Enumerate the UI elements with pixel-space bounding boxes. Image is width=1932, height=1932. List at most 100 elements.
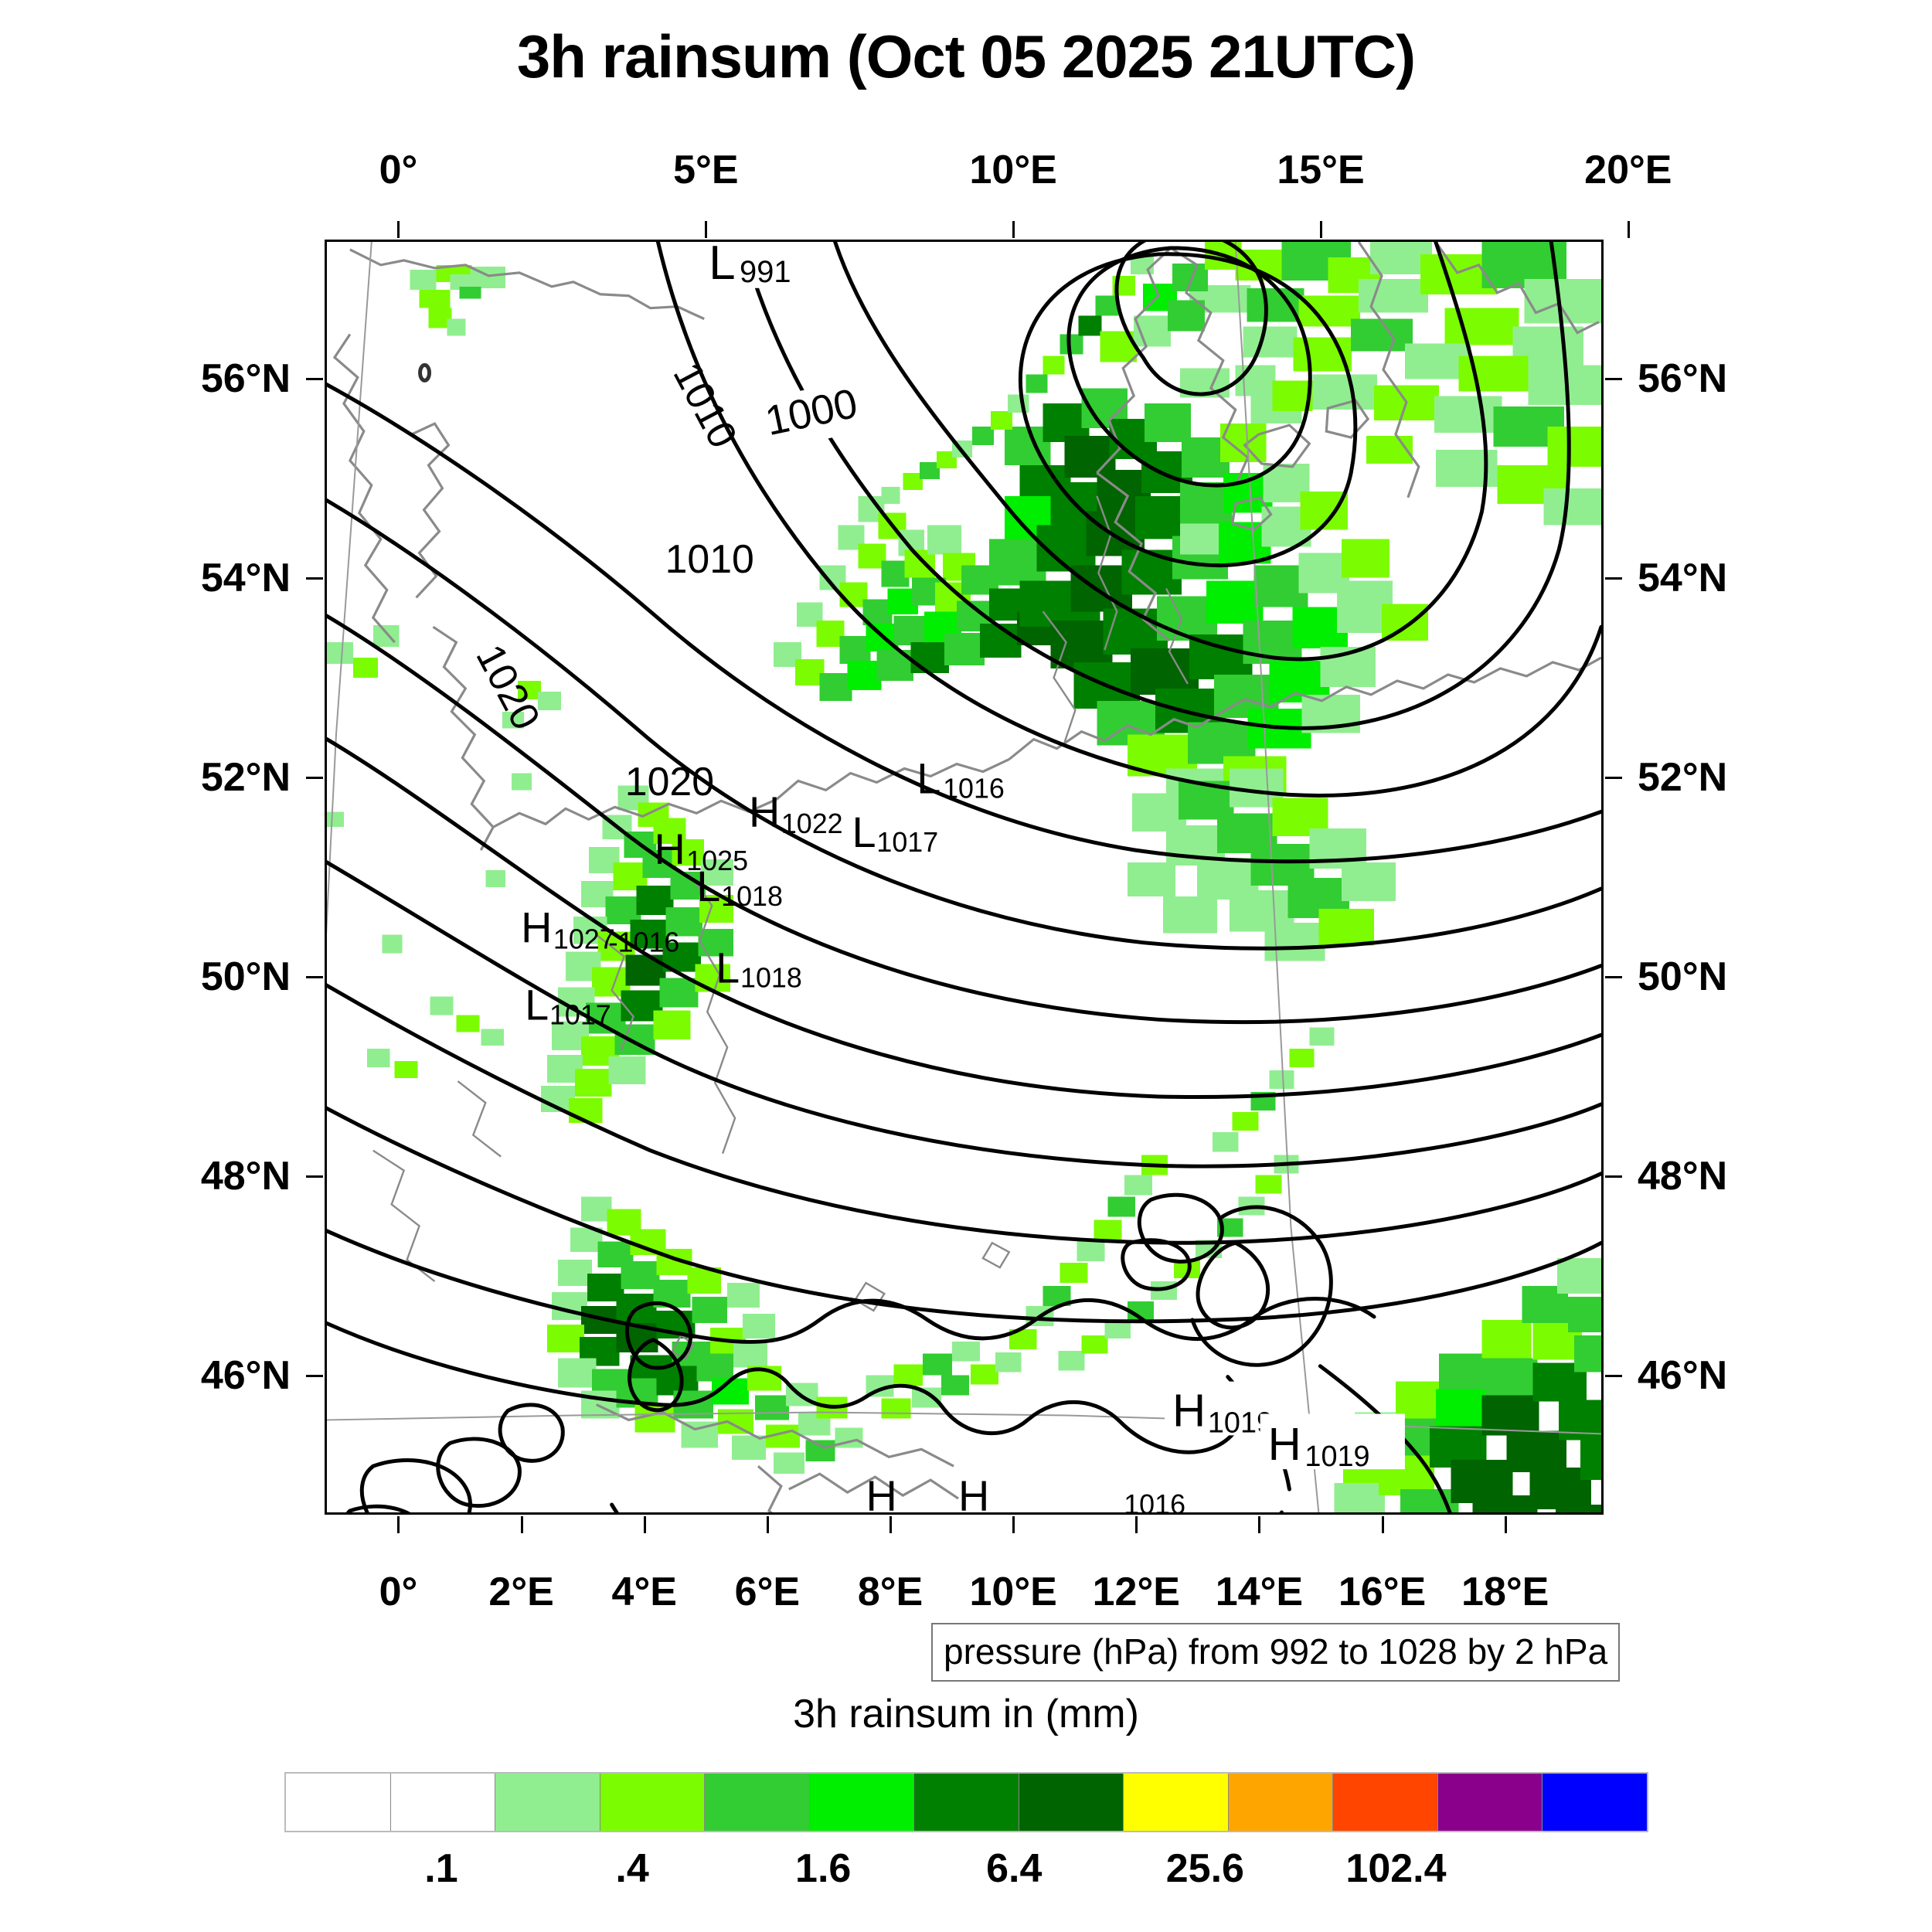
colorbar-label-3: 6.4: [986, 1846, 1043, 1891]
colorbar-cell-11[interactable]: [1437, 1774, 1543, 1831]
axis-label-left-1: 54°N: [200, 556, 291, 601]
isobar-label-1000: 1000: [761, 380, 862, 445]
colorbar-cell-1[interactable]: [390, 1774, 496, 1831]
colorbar-cell-6[interactable]: [914, 1774, 1019, 1831]
axis-label-right-1: 54°N: [1638, 556, 1728, 601]
svg-text:H: H: [521, 903, 552, 952]
axis-tick-bottom-0: [397, 1516, 400, 1533]
isobar-label-1020-b: 1020: [625, 759, 714, 804]
svg-text:H: H: [1172, 1384, 1206, 1436]
colorbar-label-1: .4: [615, 1846, 649, 1891]
colorbar-cell-4[interactable]: [705, 1774, 810, 1831]
axis-label-top-4: 20°E: [1584, 148, 1672, 192]
colorbar-cell-12[interactable]: [1543, 1774, 1647, 1831]
axis-label-bottom-1: 2°E: [488, 1570, 554, 1614]
svg-text:H: H: [958, 1471, 989, 1512]
svg-text:L: L: [716, 944, 740, 992]
pressure-center-H1027: H 1027: [521, 903, 615, 955]
axis-label-bottom-9: 18°E: [1461, 1570, 1549, 1614]
axis-tick-top-4: [1627, 221, 1630, 238]
svg-text:L: L: [525, 980, 549, 1029]
svg-text:1016: 1016: [1124, 1489, 1185, 1512]
colorbar-cell-8[interactable]: [1124, 1774, 1229, 1831]
axis-label-bottom-8: 16°E: [1338, 1570, 1427, 1614]
pressure-centers: L 991 L 1016 H 1022 L 1017 H 1025: [521, 242, 1405, 1512]
axis-tick-left-5: [306, 1374, 323, 1377]
axis-label-right-5: 46°N: [1638, 1352, 1728, 1398]
axis-label-left-4: 48°N: [200, 1153, 291, 1199]
svg-text:991: 991: [740, 255, 791, 289]
svg-text:1025: 1025: [686, 845, 748, 876]
colorbar-cell-10[interactable]: [1333, 1774, 1438, 1831]
axis-label-left-2: 52°N: [200, 755, 291, 801]
map-plot-area[interactable]: 1010 1000 1010 1020 1020 L 991 L 1: [325, 240, 1604, 1515]
axis-tick-left-3: [306, 975, 323, 978]
axis-tick-bottom-5: [1012, 1516, 1015, 1533]
axis-tick-right-4: [1605, 1175, 1622, 1178]
pressure-center-bottom-a: H: [866, 1471, 896, 1512]
colorbar-cell-5[interactable]: [809, 1774, 915, 1831]
axis-label-left-5: 46°N: [200, 1352, 291, 1398]
axis-tick-left-4: [306, 1175, 323, 1178]
axis-label-bottom-3: 6°E: [734, 1570, 801, 1614]
svg-text:1019: 1019: [1304, 1440, 1369, 1473]
svg-text:H: H: [654, 825, 685, 873]
axis-tick-top-0: [397, 221, 400, 238]
pressure-center-L1017-b: L 1017: [525, 980, 611, 1030]
svg-text:1016: 1016: [943, 773, 1005, 804]
axis-tick-bottom-2: [643, 1516, 646, 1533]
axis-tick-left-2: [306, 777, 323, 780]
page-title: 3h rainsum (Oct 05 2025 21UTC): [516, 22, 1416, 90]
svg-text:L: L: [852, 808, 876, 856]
pressure-center-1016: -1016: [609, 927, 680, 958]
svg-text:-1016: -1016: [609, 927, 680, 958]
colorbar-cell-9[interactable]: [1228, 1774, 1334, 1831]
axis-label-bottom-4: 8°E: [857, 1570, 923, 1614]
colorbar-label-2: 1.6: [795, 1846, 852, 1891]
pressure-caption: pressure (hPa) from 992 to 1028 by 2 hPa: [931, 1623, 1621, 1682]
axis-label-bottom-2: 4°E: [611, 1570, 677, 1614]
axis-tick-right-5: [1605, 1374, 1622, 1377]
axis-label-right-3: 50°N: [1638, 954, 1728, 999]
axis-label-left-0: 56°N: [200, 356, 291, 402]
colorbar-label-4: 25.6: [1165, 1846, 1244, 1891]
axis-tick-bottom-6: [1135, 1516, 1138, 1533]
axis-label-right-0: 56°N: [1638, 356, 1728, 402]
colorbar-cell-2[interactable]: [495, 1774, 600, 1831]
axis-tick-right-1: [1605, 577, 1622, 580]
axis-tick-top-3: [1319, 221, 1322, 238]
axis-tick-bottom-3: [766, 1516, 769, 1533]
axis-label-bottom-5: 10°E: [969, 1570, 1057, 1614]
axis-label-top-1: 5°E: [673, 148, 739, 192]
pressure-center-L1016: L 1016: [917, 753, 1005, 804]
colorbar-label-0: .1: [424, 1846, 458, 1891]
pressure-center-H1025: H 1025: [654, 825, 748, 876]
axis-tick-bottom-7: [1258, 1516, 1261, 1533]
axis-tick-bottom-9: [1504, 1516, 1507, 1533]
pressure-center-L991: L 991: [704, 242, 806, 290]
axis-tick-top-1: [705, 221, 708, 238]
axis-label-right-4: 48°N: [1638, 1153, 1728, 1199]
axis-tick-left-0: [306, 378, 323, 381]
axis-label-top-2: 10°E: [969, 148, 1057, 192]
svg-text:1027: 1027: [553, 924, 615, 955]
colorbar[interactable]: [284, 1772, 1648, 1832]
svg-text:L: L: [709, 242, 735, 290]
colorbar-cell-7[interactable]: [1019, 1774, 1124, 1831]
pressure-center-bottom-b: H: [958, 1471, 989, 1512]
axis-tick-right-2: [1605, 777, 1622, 780]
colorbar-cell-0[interactable]: [286, 1774, 391, 1831]
precipitation-field: [327, 242, 1601, 1512]
axis-tick-bottom-8: [1381, 1516, 1384, 1533]
coastline-layer: [332, 242, 1601, 1512]
axis-label-bottom-6: 12°E: [1092, 1570, 1180, 1614]
axis-label-left-3: 50°N: [200, 954, 291, 999]
pressure-center-L1018-b: L 1018: [716, 944, 802, 994]
svg-text:L: L: [917, 753, 940, 802]
pressure-center-L1017-a: L 1017: [852, 808, 939, 858]
axis-tick-bottom-4: [889, 1516, 893, 1533]
svg-text:1022: 1022: [781, 808, 843, 839]
isobar-label-1010-b: 1010: [665, 536, 754, 581]
graticule-layer: [327, 242, 1601, 1512]
colorbar-cell-3[interactable]: [600, 1774, 706, 1831]
